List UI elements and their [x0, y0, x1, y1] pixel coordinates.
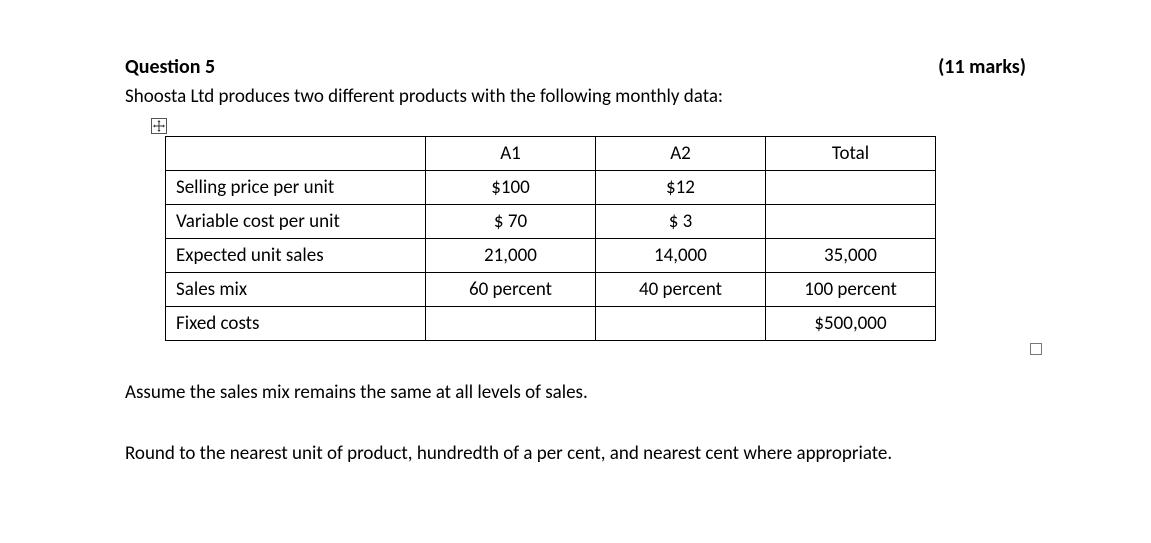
table-move-handle-icon[interactable]: [151, 118, 167, 134]
row-a1: [426, 307, 596, 341]
row-total: 35,000: [766, 239, 936, 273]
table-header-blank: [166, 137, 426, 171]
row-a1: 60 percent: [426, 273, 596, 307]
table-resize-handle-icon[interactable]: [1030, 343, 1042, 355]
table-row: Selling price per unit $100 $12: [166, 171, 936, 205]
row-total: 100 percent: [766, 273, 936, 307]
data-table: A1 A2 Total Selling price per unit $100 …: [165, 136, 936, 341]
row-label: Variable cost per unit: [166, 205, 426, 239]
row-a1: $ 70: [426, 205, 596, 239]
intro-text: Shoosta Ltd produces two different produ…: [125, 85, 1026, 108]
table-row: Fixed costs $500,000: [166, 307, 936, 341]
table-container: A1 A2 Total Selling price per unit $100 …: [165, 136, 1026, 341]
row-label: Selling price per unit: [166, 171, 426, 205]
question-title: Question 5: [125, 55, 215, 79]
assumption-text: Assume the sales mix remains the same at…: [125, 381, 1026, 404]
row-a2: 14,000: [596, 239, 766, 273]
row-a2: $ 3: [596, 205, 766, 239]
question-header: Question 5 (11 marks): [125, 55, 1026, 79]
row-a2: $12: [596, 171, 766, 205]
row-a1: 21,000: [426, 239, 596, 273]
row-total: [766, 171, 936, 205]
question-marks: (11 marks): [938, 55, 1026, 79]
table-row: Sales mix 60 percent 40 percent 100 perc…: [166, 273, 936, 307]
table-header-a2: A2: [596, 137, 766, 171]
table-row: Expected unit sales 21,000 14,000 35,000: [166, 239, 936, 273]
row-a2: [596, 307, 766, 341]
table-row: Variable cost per unit $ 70 $ 3: [166, 205, 936, 239]
row-label: Sales mix: [166, 273, 426, 307]
table-header-a1: A1: [426, 137, 596, 171]
rounding-text: Round to the nearest unit of product, hu…: [125, 442, 1026, 465]
row-label: Expected unit sales: [166, 239, 426, 273]
table-header-total: Total: [766, 137, 936, 171]
row-a1: $100: [426, 171, 596, 205]
row-a2: 40 percent: [596, 273, 766, 307]
row-total: [766, 205, 936, 239]
row-label: Fixed costs: [166, 307, 426, 341]
row-total: $500,000: [766, 307, 936, 341]
table-header-row: A1 A2 Total: [166, 137, 936, 171]
